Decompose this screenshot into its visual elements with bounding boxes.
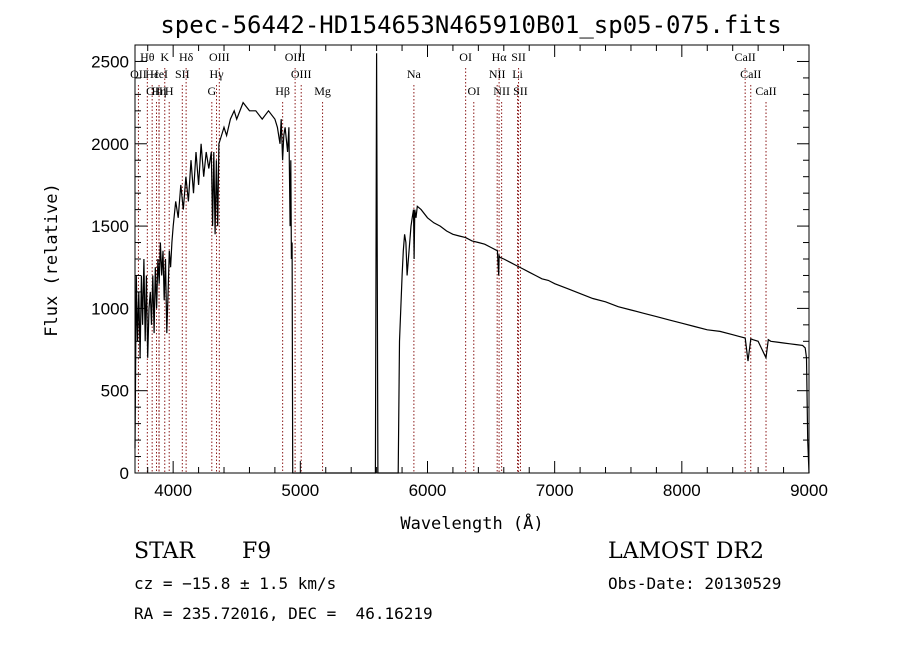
plot-frame xyxy=(134,44,810,474)
y-axis-label: Flux (relative) xyxy=(42,183,62,337)
spectral-line-markers xyxy=(137,68,767,473)
line-label: OII xyxy=(130,67,147,81)
line-label: OIII xyxy=(285,50,306,64)
line-label: Mg xyxy=(314,84,331,98)
line-label: Na xyxy=(407,67,422,81)
chart-title: spec-56442-HD154653N465910B01_sp05-075.f… xyxy=(160,11,781,39)
line-label: G xyxy=(207,84,216,98)
survey-name: LAMOST DR2 xyxy=(608,539,764,564)
line-label: OIII xyxy=(146,84,167,98)
coordinates-text: RA = 235.72016, DEC = 46.16219 xyxy=(134,604,433,623)
line-label: Li xyxy=(512,67,523,81)
line-label: Hθ xyxy=(140,50,155,64)
redshift-text: cz = −15.8 ± 1.5 km/s xyxy=(134,574,337,593)
x-axis-label: Wavelength (Å) xyxy=(400,512,543,534)
obs-date-text: Obs-Date: 20130529 xyxy=(608,574,782,593)
object-type: STAR xyxy=(134,539,195,564)
line-label: OIII xyxy=(209,50,230,64)
line-label: OI xyxy=(467,84,480,98)
line-label: Hγ xyxy=(210,67,225,81)
line-label: NII xyxy=(489,67,506,81)
line-label: OIII xyxy=(291,67,312,81)
line-label: CaII xyxy=(734,50,755,64)
x-tick-label: 4000 xyxy=(154,481,192,500)
line-label: CaII xyxy=(740,67,761,81)
line-label: SII xyxy=(513,84,528,98)
x-tick-label: 8000 xyxy=(663,481,701,500)
axis-tick-labels: 4000 5000 6000 7000 8000 9000 0 500 1000 1500 2000… xyxy=(91,52,828,500)
line-label: Hβ xyxy=(275,84,290,98)
y-tick-label: 500 xyxy=(101,382,129,401)
line-label: OI xyxy=(459,50,472,64)
line-label: CaII xyxy=(755,84,776,98)
line-label: SII xyxy=(511,50,526,64)
line-label: NII xyxy=(493,84,510,98)
spectrum-line xyxy=(134,53,810,474)
x-tick-label: 6000 xyxy=(409,481,447,500)
line-label: Hη xyxy=(152,84,167,98)
line-label: H xyxy=(165,84,174,98)
object-subclass: F9 xyxy=(242,539,272,564)
line-label: Hε xyxy=(145,67,159,81)
line-label: Hδ xyxy=(179,50,194,64)
y-tick-label: 2500 xyxy=(91,52,129,71)
y-tick-label: 2000 xyxy=(91,135,129,154)
axis-ticks xyxy=(135,45,810,474)
y-tick-label: 0 xyxy=(120,464,129,483)
line-label: Hα xyxy=(492,50,508,64)
line-label: K xyxy=(160,50,169,64)
x-tick-label: 5000 xyxy=(281,481,319,500)
x-tick-label: 7000 xyxy=(536,481,574,500)
y-tick-label: 1500 xyxy=(91,217,129,236)
line-label: HeI xyxy=(150,67,168,81)
line-label: SII xyxy=(175,67,190,81)
y-tick-label: 1000 xyxy=(91,299,129,318)
x-tick-label: 9000 xyxy=(790,481,828,500)
